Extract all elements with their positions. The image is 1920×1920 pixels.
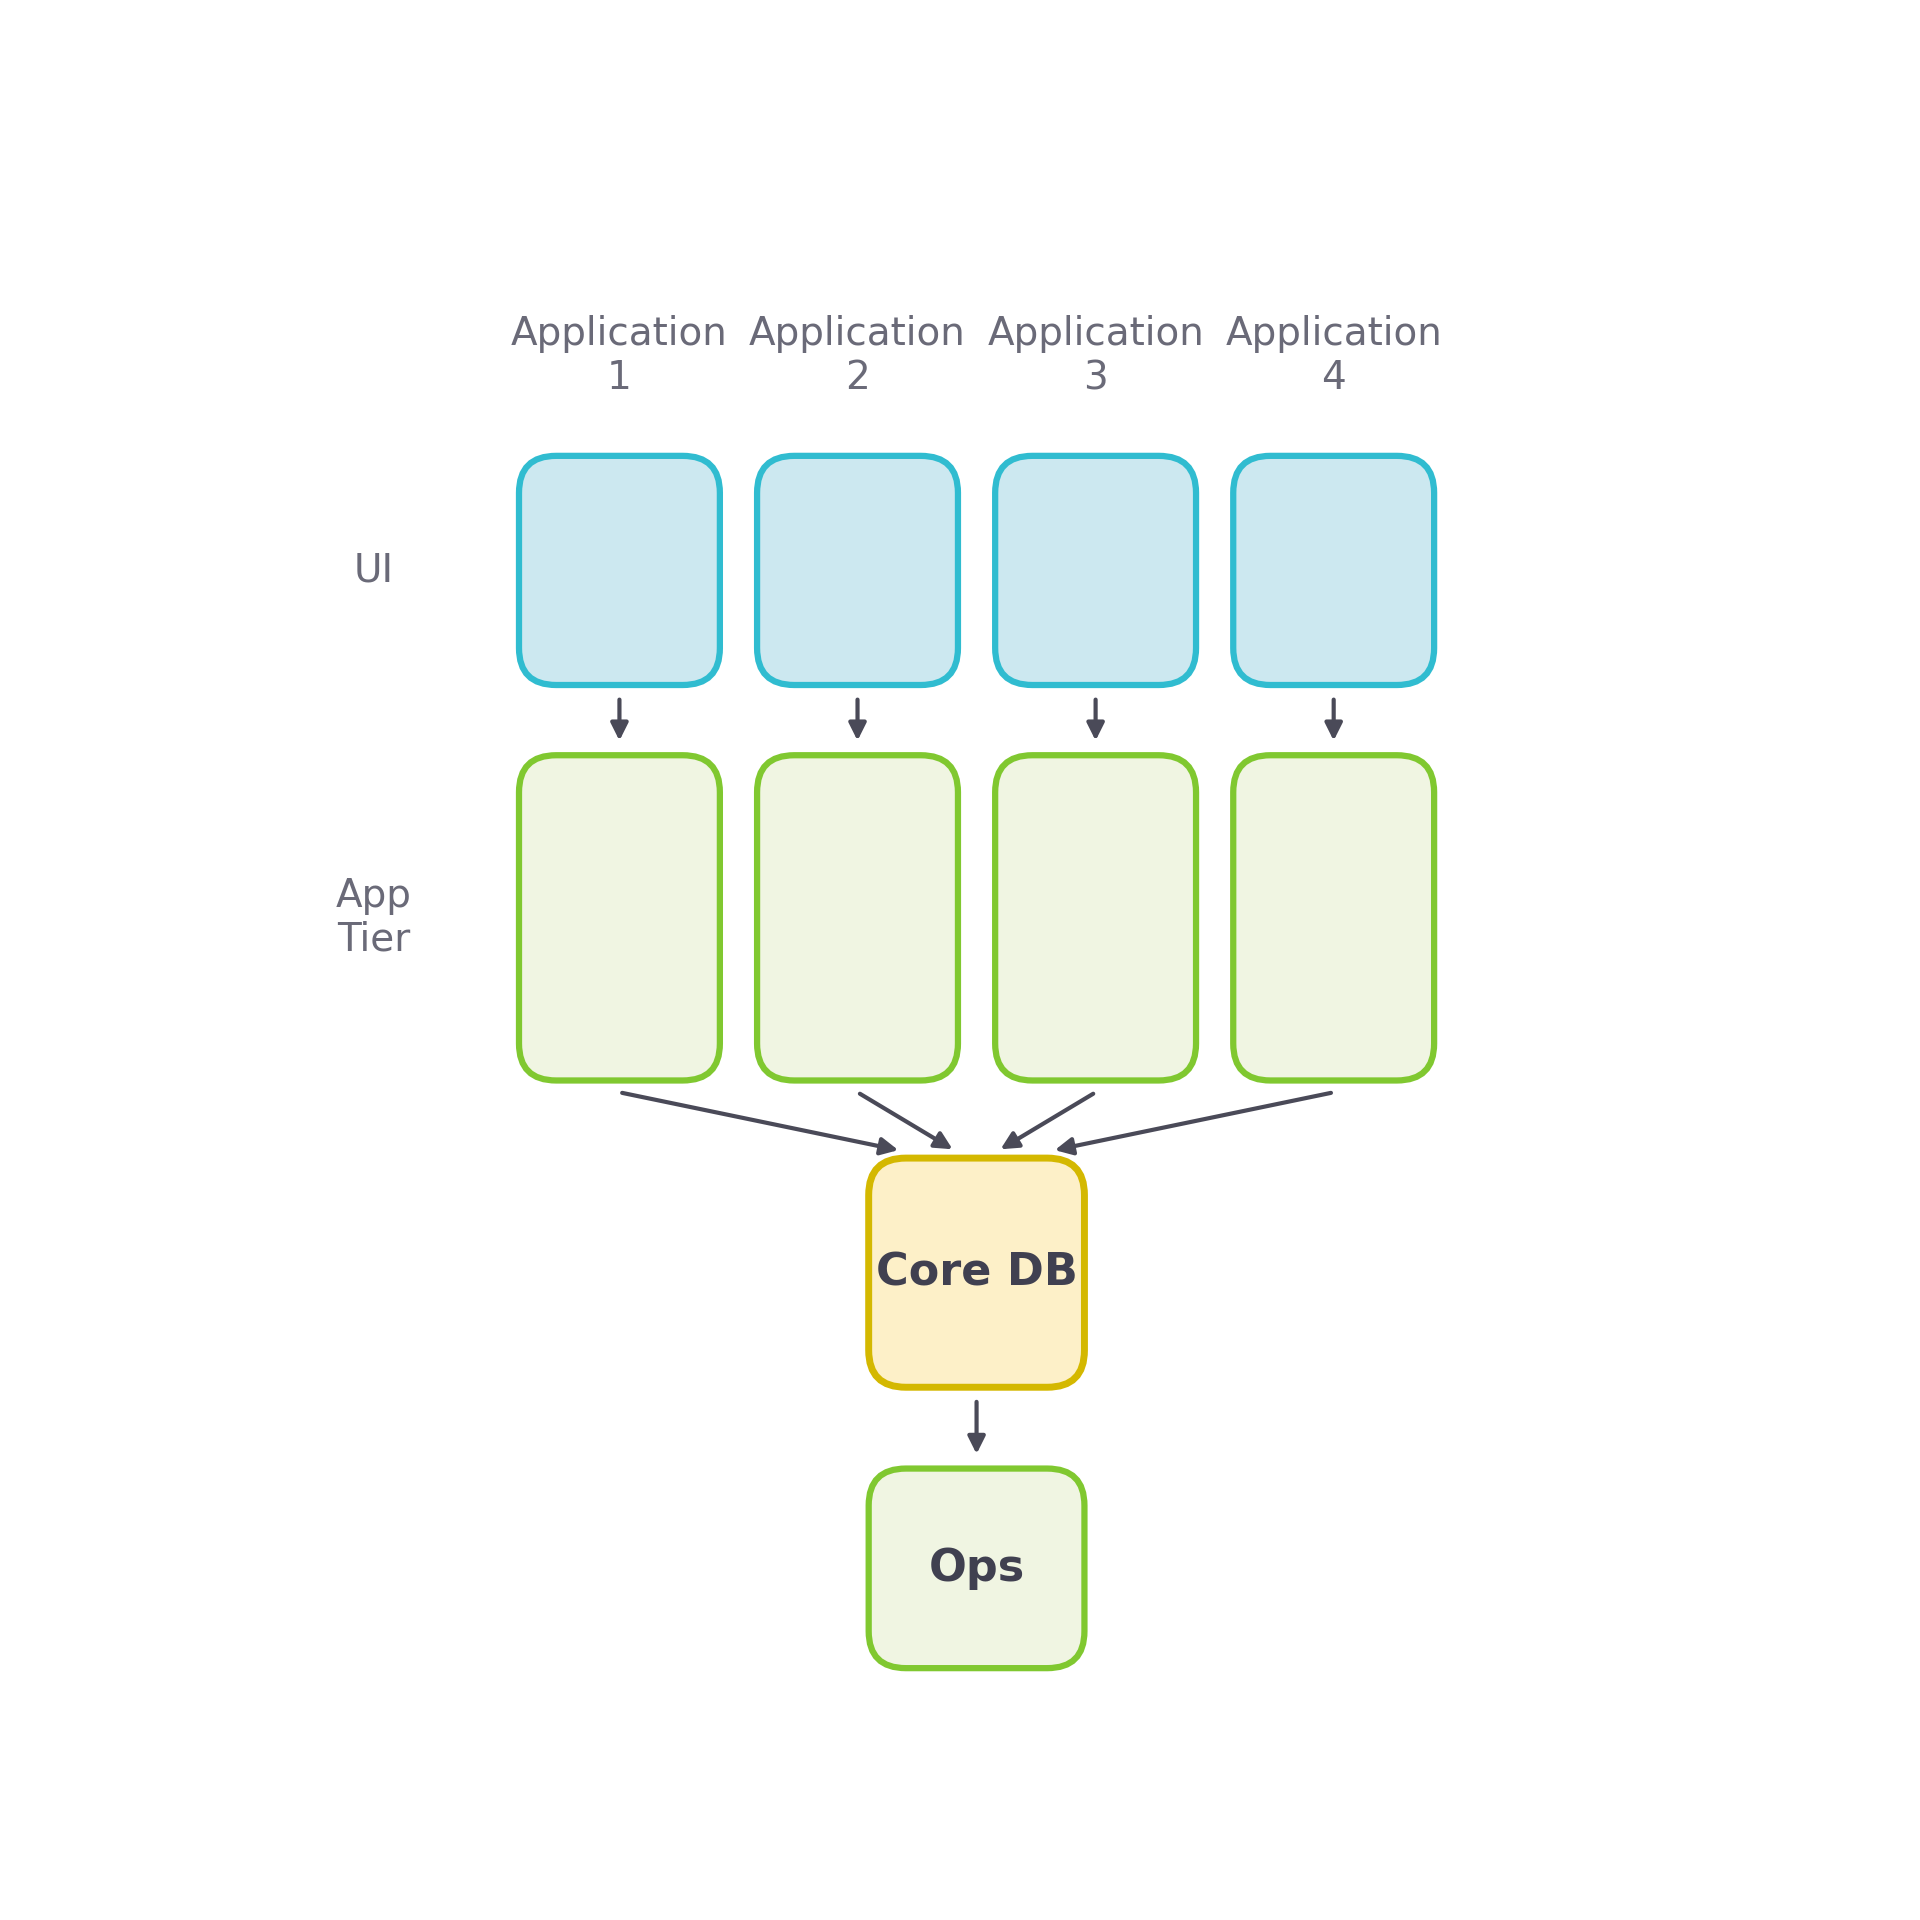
Text: Application
2: Application 2 bbox=[749, 315, 966, 397]
Text: Application
1: Application 1 bbox=[511, 315, 728, 397]
FancyBboxPatch shape bbox=[995, 755, 1196, 1081]
Text: App
Tier: App Tier bbox=[336, 877, 413, 958]
FancyBboxPatch shape bbox=[518, 455, 720, 685]
Text: Ops: Ops bbox=[929, 1548, 1025, 1590]
FancyBboxPatch shape bbox=[756, 455, 958, 685]
Text: Core DB: Core DB bbox=[876, 1252, 1077, 1294]
FancyBboxPatch shape bbox=[995, 455, 1196, 685]
Text: Application
4: Application 4 bbox=[1225, 315, 1442, 397]
Text: UI: UI bbox=[353, 551, 394, 589]
FancyBboxPatch shape bbox=[756, 755, 958, 1081]
FancyBboxPatch shape bbox=[1233, 455, 1434, 685]
FancyBboxPatch shape bbox=[868, 1158, 1085, 1388]
FancyBboxPatch shape bbox=[868, 1469, 1085, 1668]
FancyBboxPatch shape bbox=[518, 755, 720, 1081]
FancyBboxPatch shape bbox=[1233, 755, 1434, 1081]
Text: Application
3: Application 3 bbox=[987, 315, 1204, 397]
